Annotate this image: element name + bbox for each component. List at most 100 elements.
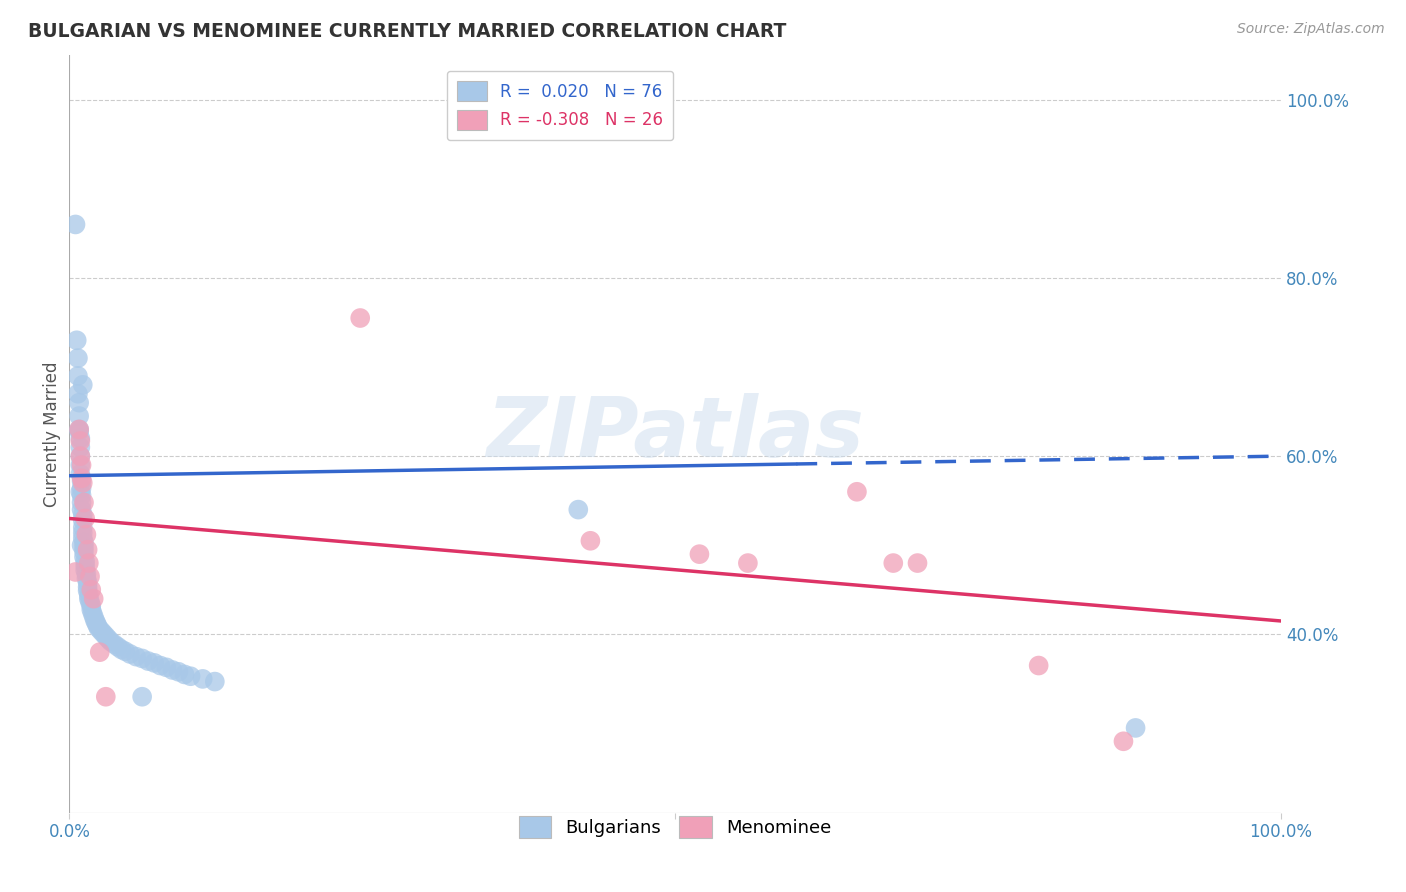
Point xyxy=(75,566,97,581)
Point xyxy=(131,651,153,665)
Point xyxy=(149,658,172,673)
Text: ZIPatlas: ZIPatlas xyxy=(486,393,865,475)
Point xyxy=(143,656,166,670)
Point xyxy=(69,431,91,445)
Point xyxy=(66,333,89,347)
Point xyxy=(83,609,105,624)
Point xyxy=(1112,734,1135,748)
Point xyxy=(84,615,107,630)
Point xyxy=(845,484,868,499)
Point xyxy=(191,672,214,686)
Point xyxy=(1028,658,1050,673)
Point xyxy=(86,618,108,632)
Point xyxy=(110,642,132,657)
Point xyxy=(70,495,93,509)
Point xyxy=(70,502,93,516)
Point xyxy=(72,531,94,545)
Point xyxy=(75,527,97,541)
Point xyxy=(66,368,89,383)
Point xyxy=(90,624,112,638)
Point xyxy=(75,558,97,573)
Point xyxy=(70,471,93,485)
Point xyxy=(70,474,93,488)
Point xyxy=(77,556,100,570)
Point xyxy=(73,535,96,549)
Point xyxy=(73,544,96,558)
Point xyxy=(76,542,98,557)
Point xyxy=(688,547,710,561)
Point xyxy=(75,563,97,577)
Point xyxy=(65,565,87,579)
Point xyxy=(67,422,90,436)
Point xyxy=(69,458,91,472)
Point xyxy=(80,582,103,597)
Point xyxy=(75,554,97,568)
Point xyxy=(107,640,129,654)
Point xyxy=(83,613,105,627)
Point xyxy=(77,591,100,606)
Point xyxy=(69,434,91,448)
Point xyxy=(103,637,125,651)
Point xyxy=(70,458,93,472)
Point xyxy=(79,569,101,583)
Text: BULGARIAN VS MENOMINEE CURRENTLY MARRIED CORRELATION CHART: BULGARIAN VS MENOMINEE CURRENTLY MARRIED… xyxy=(28,22,786,41)
Point xyxy=(67,395,90,409)
Point xyxy=(67,424,90,438)
Point xyxy=(114,644,136,658)
Point xyxy=(87,621,110,635)
Point xyxy=(72,377,94,392)
Point xyxy=(75,571,97,585)
Point xyxy=(579,533,602,548)
Point xyxy=(65,218,87,232)
Point xyxy=(72,525,94,540)
Point xyxy=(66,386,89,401)
Point xyxy=(69,484,91,499)
Point xyxy=(882,556,904,570)
Point xyxy=(72,508,94,522)
Point xyxy=(69,449,91,463)
Point xyxy=(93,626,115,640)
Point xyxy=(1125,721,1147,735)
Point xyxy=(73,495,96,509)
Point xyxy=(94,629,117,643)
Point xyxy=(173,667,195,681)
Point xyxy=(77,588,100,602)
Legend: Bulgarians, Menominee: Bulgarians, Menominee xyxy=(512,809,839,846)
Point xyxy=(66,351,89,365)
Point xyxy=(89,645,111,659)
Point xyxy=(907,556,929,570)
Point xyxy=(75,511,97,525)
Point xyxy=(737,556,759,570)
Point xyxy=(79,595,101,609)
Point xyxy=(155,660,177,674)
Point xyxy=(69,440,91,454)
Text: Source: ZipAtlas.com: Source: ZipAtlas.com xyxy=(1237,22,1385,37)
Point xyxy=(204,674,226,689)
Point xyxy=(131,690,153,704)
Point xyxy=(70,538,93,552)
Point xyxy=(118,647,141,661)
Point xyxy=(80,599,103,613)
Point xyxy=(567,502,589,516)
Point xyxy=(76,583,98,598)
Point xyxy=(167,665,190,679)
Point xyxy=(80,602,103,616)
Point xyxy=(125,649,148,664)
Point xyxy=(100,634,122,648)
Point xyxy=(349,311,371,326)
Point xyxy=(70,481,93,495)
Point xyxy=(136,654,159,668)
Point xyxy=(67,422,90,436)
Point xyxy=(162,663,184,677)
Point xyxy=(76,575,98,590)
Point xyxy=(73,549,96,564)
Point xyxy=(70,488,93,502)
Point xyxy=(73,540,96,554)
Point xyxy=(180,669,202,683)
Point xyxy=(72,513,94,527)
Point xyxy=(76,580,98,594)
Point xyxy=(82,606,104,620)
Point xyxy=(67,409,90,423)
Y-axis label: Currently Married: Currently Married xyxy=(44,361,60,507)
Point xyxy=(72,520,94,534)
